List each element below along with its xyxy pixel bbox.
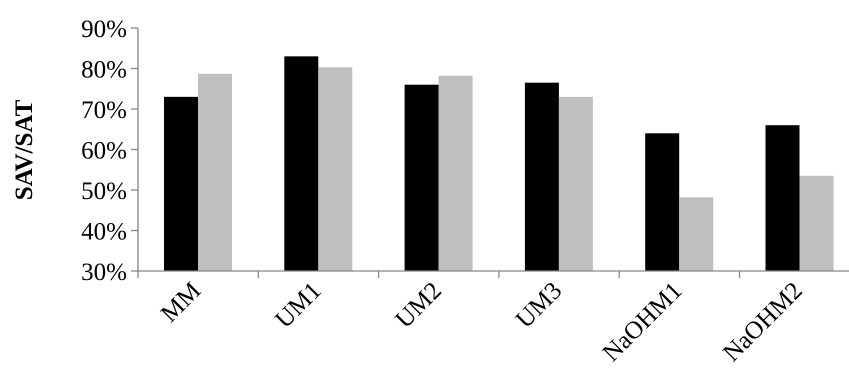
y-axis-ticks: 30% 40% 50% 60% 70% 80% 90% [81, 16, 138, 286]
bar-um1-series-1 [284, 56, 319, 271]
y-tick-label: 90% [81, 16, 127, 43]
bar-um2-series-1 [404, 84, 439, 271]
bar-naohm1-series-2 [679, 197, 714, 271]
y-tick-label: 80% [81, 57, 127, 84]
y-tick-label: 30% [81, 259, 127, 286]
bar-naohm1-series-1 [645, 133, 680, 271]
bar-um3-series-2 [558, 96, 593, 271]
x-tick-label: UM3 [511, 277, 567, 333]
bar-naohm2-series-1 [765, 125, 800, 271]
x-axis-ticks: MM UM1 UM2 UM3 NaOHM1 NaOHM2 [156, 277, 808, 367]
y-tick-label: 70% [81, 97, 127, 124]
bar-mm-series-2 [198, 73, 232, 271]
x-tick-label: UM2 [391, 277, 447, 333]
y-tick-label: 50% [81, 178, 127, 205]
x-tick-label: NaOHM1 [598, 277, 688, 367]
y-tick-label: 40% [81, 219, 127, 246]
bars [164, 56, 834, 271]
y-axis-label: SAV/SAT [11, 99, 38, 200]
y-tick-label: 60% [81, 138, 127, 165]
bar-mm-series-1 [164, 96, 198, 271]
bar-um1-series-2 [318, 67, 353, 271]
bar-um3-series-1 [524, 82, 559, 271]
bar-um2-series-2 [438, 75, 473, 271]
x-tick-label: NaOHM2 [718, 277, 808, 367]
bar-naohm2-series-2 [799, 175, 834, 271]
x-tick-label: MM [156, 277, 207, 328]
x-tick-label: UM1 [270, 277, 326, 333]
axes [137, 28, 849, 278]
